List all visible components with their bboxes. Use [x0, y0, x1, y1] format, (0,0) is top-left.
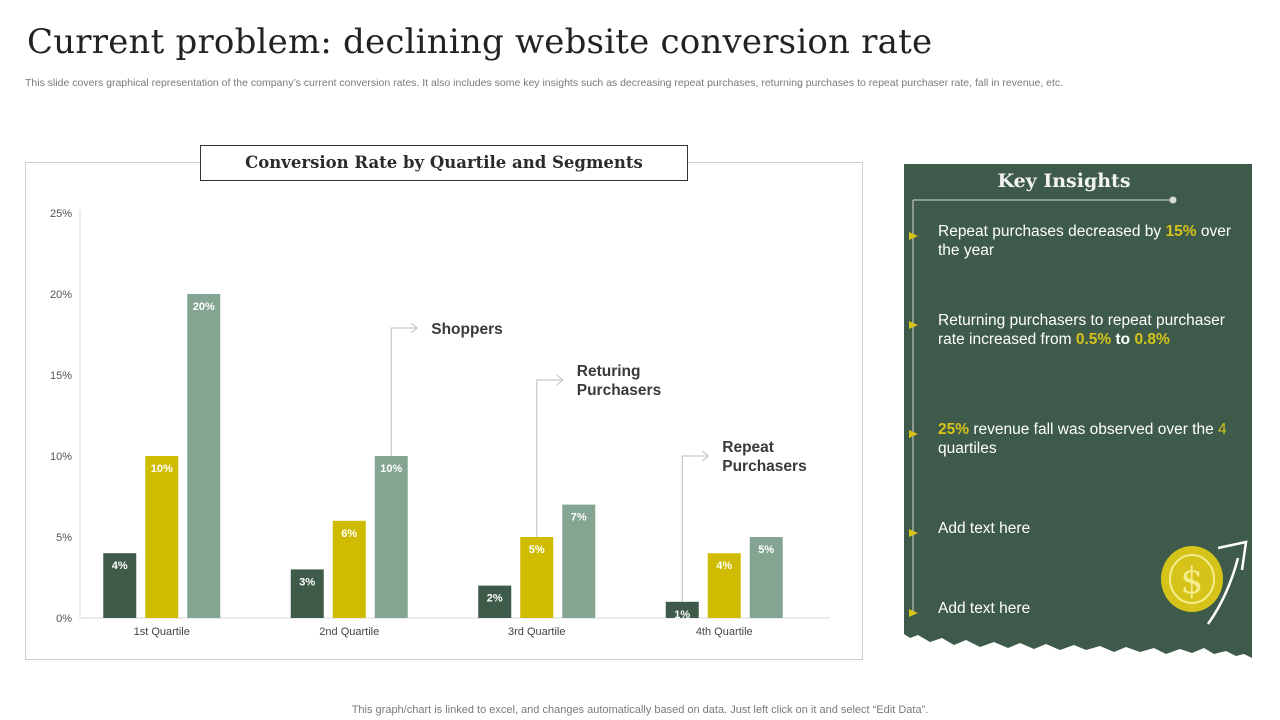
insight-text: 0.8%: [1134, 331, 1170, 348]
insight-text: over the year: [938, 223, 1231, 259]
panel-background: [904, 164, 1252, 658]
bar-shoppers: [749, 537, 783, 618]
bar-repeat-purchasers: [665, 601, 699, 618]
insight-item: Repeat purchases decreased by 15% over t…: [938, 222, 1238, 260]
callout-line: [390, 327, 417, 456]
dollar-coin-icon: $: [1161, 546, 1223, 612]
bar-data-label: 2%: [487, 593, 503, 605]
insight-bullet-icon: [909, 425, 918, 438]
insight-item: Returning purchasers to repeat purchaser…: [938, 311, 1238, 349]
svg-text:$: $: [1181, 561, 1204, 602]
insight-text: 25%: [938, 421, 970, 438]
x-tick-label: 3rd Quartile: [508, 626, 565, 638]
x-tick-label: 2nd Quartile: [319, 626, 379, 638]
chart-area: 0% 5% 10% 15% 20% 25% 4% 10% 20% 1st Quartile 3% 6%…: [50, 208, 830, 638]
y-tick-label: 10%: [50, 451, 72, 463]
callout-arrow: [410, 322, 419, 334]
insight-bullet-icon: [909, 604, 918, 617]
bar-data-label: 7%: [571, 512, 587, 524]
series-annotation-label: Purchasers: [722, 458, 806, 475]
bar-data-label: 5%: [529, 544, 545, 556]
insight-item: 25% revenue fall was observed over the 4…: [938, 420, 1238, 458]
page-subtitle: This slide covers graphical representati…: [25, 77, 1064, 89]
chart-title: Conversion Rate by Quartile and Segments: [200, 145, 688, 181]
insight-text: Repeat purchases decreased by: [938, 223, 1166, 240]
growth-arrow-icon: [1206, 540, 1248, 625]
x-tick-label: 1st Quartile: [134, 626, 190, 638]
callout-arrow: [556, 374, 564, 386]
insight-item: Add text here: [938, 519, 1238, 538]
insight-text: Add text here: [938, 600, 1031, 617]
bar-repeat-purchasers: [290, 569, 324, 618]
bar-data-label: 20%: [193, 301, 215, 313]
insight-text: revenue fall was observed over the: [969, 421, 1219, 438]
bar-returing-purchasers: [520, 537, 554, 618]
bar-data-label: 6%: [341, 528, 357, 540]
bar-data-label: 10%: [380, 463, 402, 475]
bar-data-label: 4%: [716, 560, 732, 572]
bar-shoppers: [374, 456, 408, 618]
bar-shoppers: [187, 294, 221, 618]
insight-bullet-icon: [909, 316, 918, 329]
bar-data-label: 1%: [674, 609, 690, 621]
insight-text: 4: [1218, 421, 1227, 438]
insight-bullet-icon: [909, 227, 918, 240]
series-annotation-label: Repeat: [722, 439, 774, 456]
callout-line: [681, 455, 708, 602]
key-insights-title: Key Insights: [997, 170, 1131, 192]
insight-bullet-icon: [909, 524, 918, 537]
key-insights-panel: [904, 164, 1252, 658]
bar-repeat-purchasers: [478, 585, 512, 618]
y-tick-label: 20%: [50, 289, 72, 301]
bar-data-label: 3%: [299, 576, 315, 588]
footer-note: This graph/chart is linked to excel, and…: [351, 704, 929, 716]
insight-text: 0.5%: [1075, 331, 1112, 348]
bar-repeat-purchasers: [103, 553, 137, 618]
insight-text: Add text here: [938, 520, 1031, 537]
series-annotation-label: Returing: [577, 363, 641, 380]
bar-returing-purchasers: [332, 520, 366, 618]
bar-data-label: 5%: [758, 544, 774, 556]
insight-text: Returning purchasers to repeat purchaser…: [938, 312, 1225, 348]
x-tick-label: 4th Quartile: [696, 626, 753, 638]
callout-arrow: [701, 450, 710, 462]
insight-item: Add text here: [938, 599, 1238, 618]
callout-line: [536, 379, 562, 537]
bar-data-label: 10%: [151, 463, 173, 475]
bar-data-label: 4%: [112, 560, 128, 572]
y-tick-label: 5%: [56, 532, 72, 544]
bar-returing-purchasers: [145, 456, 179, 618]
bar-shoppers: [562, 504, 596, 618]
y-tick-label: 15%: [50, 370, 72, 382]
bar-returing-purchasers: [707, 553, 741, 618]
money-growth-illustration: $: [1161, 540, 1248, 625]
insight-text: quartiles: [938, 440, 997, 457]
series-annotation-label: Purchasers: [577, 382, 661, 399]
y-tick-label: 0%: [56, 613, 72, 625]
insight-text: to: [1111, 331, 1135, 348]
y-tick-label: 25%: [50, 208, 72, 220]
insight-text: 15%: [1165, 223, 1197, 240]
page-title: Current problem: declining website conve…: [27, 22, 933, 62]
series-annotation-label: Shoppers: [431, 321, 502, 338]
